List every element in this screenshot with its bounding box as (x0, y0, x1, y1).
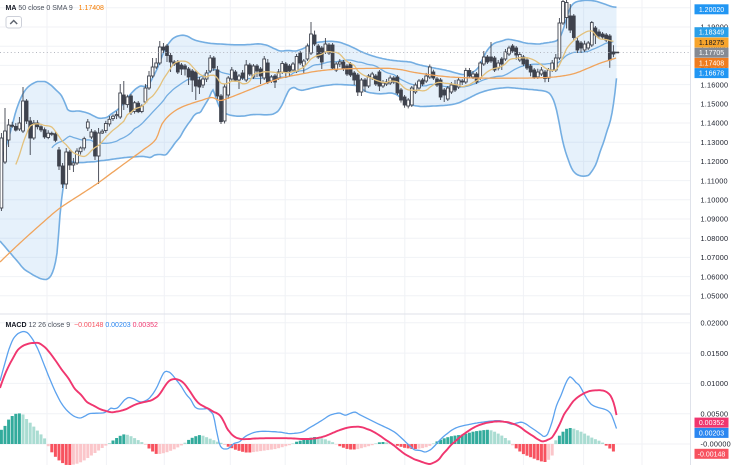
svg-text:1.05000: 1.05000 (701, 292, 729, 301)
svg-text:1.20020: 1.20020 (699, 7, 724, 14)
svg-text:1.13000: 1.13000 (701, 138, 729, 147)
svg-text:0.01000: 0.01000 (701, 379, 729, 388)
svg-text:-0.00000: -0.00000 (701, 440, 731, 449)
svg-text:1.16000: 1.16000 (701, 80, 729, 89)
svg-text:0.01500: 0.01500 (701, 349, 729, 358)
svg-text:0.00500: 0.00500 (701, 409, 729, 418)
svg-text:0.02000: 0.02000 (701, 319, 729, 328)
svg-text:1.10000: 1.10000 (701, 196, 729, 205)
svg-text:1.16678: 1.16678 (699, 71, 724, 78)
svg-text:-0.00148: -0.00148 (698, 451, 726, 458)
svg-text:1.08000: 1.08000 (701, 234, 729, 243)
svg-text:1.06000: 1.06000 (701, 272, 729, 281)
svg-text:0.00203: 0.00203 (699, 430, 724, 437)
svg-text:MA 50 close 0 SMA 9 1.17408: MA 50 close 0 SMA 9 1.17408 (6, 5, 105, 12)
svg-text:1.07000: 1.07000 (701, 253, 729, 262)
svg-text:1.15000: 1.15000 (701, 100, 729, 109)
svg-text:1.18275: 1.18275 (699, 40, 724, 47)
svg-text:1.17705: 1.17705 (699, 50, 724, 57)
svg-text:MACD 12 26 close 9 −0.00148 0: MACD 12 26 close 9 −0.00148 0.00203 0.00… (6, 322, 158, 329)
svg-text:1.17408: 1.17408 (699, 60, 724, 67)
svg-text:1.11000: 1.11000 (701, 176, 728, 185)
svg-text:1.09000: 1.09000 (701, 215, 729, 224)
svg-text:1.18349: 1.18349 (699, 30, 724, 37)
svg-text:0.00352: 0.00352 (699, 420, 724, 427)
svg-text:1.12000: 1.12000 (701, 157, 729, 166)
svg-text:1.14000: 1.14000 (701, 119, 729, 128)
